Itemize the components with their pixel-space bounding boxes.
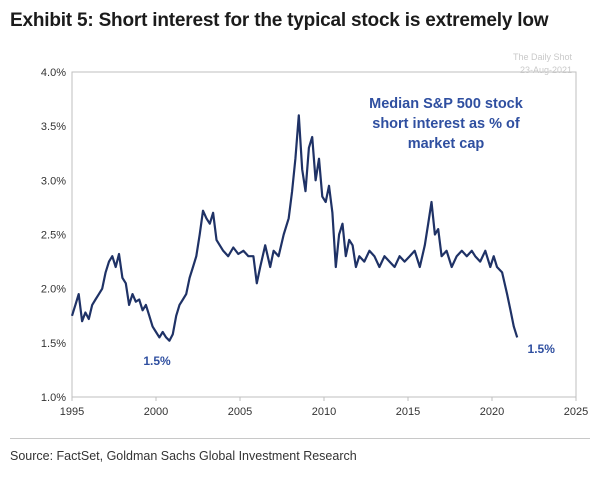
watermark: The Daily Shot 23-Aug-2021 (513, 52, 573, 75)
point-label: 1.5% (528, 342, 556, 356)
y-tick-label: 1.5% (41, 338, 66, 350)
x-tick-label: 2010 (312, 406, 336, 418)
point-labels: 1.5% 1.5% (143, 342, 555, 368)
y-axis: 1.0% 1.5% 2.0% 2.5% 3.0% 3.5% 4.0% (41, 67, 66, 404)
y-tick-label: 4.0% (41, 67, 66, 79)
y-tick-label: 3.0% (41, 175, 66, 187)
watermark-brand: The Daily Shot (513, 52, 573, 62)
x-tick-label: 2015 (396, 406, 420, 418)
annotation-line: Median S&P 500 stock (369, 96, 524, 112)
x-tick-label: 2020 (480, 406, 504, 418)
watermark-date: 23-Aug-2021 (520, 65, 572, 75)
x-axis: 1995 2000 2005 2010 2015 2020 2025 (60, 397, 588, 418)
source-note: Source: FactSet, Goldman Sachs Global In… (10, 449, 357, 463)
y-tick-label: 3.5% (41, 121, 66, 133)
median-short-interest-line (70, 114, 519, 342)
x-tick-label: 2025 (564, 406, 588, 418)
point-label: 1.5% (143, 354, 171, 368)
x-tick-label: 2005 (228, 406, 252, 418)
series-annotation: Median S&P 500 stock short interest as % … (369, 96, 524, 152)
y-tick-label: 2.5% (41, 230, 66, 242)
source-divider (10, 438, 590, 439)
x-tick-label: 1995 (60, 406, 84, 418)
chart-title: Exhibit 5: Short interest for the typica… (10, 10, 549, 31)
x-tick-label: 2000 (144, 406, 168, 418)
annotation-line: market cap (408, 136, 485, 152)
annotation-line: short interest as % of (372, 116, 520, 132)
y-tick-label: 1.0% (41, 392, 66, 404)
y-tick-label: 2.0% (41, 284, 66, 296)
